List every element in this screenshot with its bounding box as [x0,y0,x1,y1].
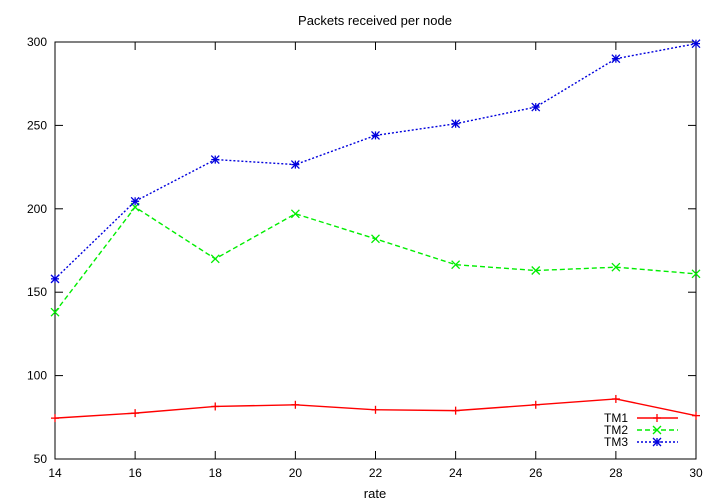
legend-label-tm2: TM2 [604,423,628,437]
x-tick-label: 14 [48,466,62,480]
plot-frame [54,41,697,460]
series-tm1-point [531,400,540,409]
y-tick-label: 100 [27,369,47,383]
chart-title: Packets received per node [298,13,452,28]
series-tm2-point [611,262,621,272]
series-tm2-point [371,234,380,244]
y-tick-label: 200 [27,202,47,216]
legend-label-tm1: TM1 [604,411,628,425]
series-tm3-point [451,119,461,129]
legend-marker-tm2 [652,425,662,435]
series-tm3-point [611,54,621,64]
series-tm1-point [131,409,140,418]
series-tm1-point [211,402,220,411]
series-layer [50,39,701,423]
series-tm2-point [50,307,60,317]
series-tm3-point [371,130,380,140]
series-tm3-point [50,274,60,284]
series-tm3-point [290,160,300,170]
legend-marker-tm1 [653,414,661,422]
series-tm1-point [51,414,59,423]
y-tick-label: 250 [27,118,47,132]
series-tm3-point [130,196,140,206]
x-tick-label: 16 [128,466,142,480]
series-tm2-point [290,209,300,219]
series-tm1-point [451,406,460,415]
series-tm3-line [54,42,697,280]
series-tm2-line [54,206,697,313]
series-tm2-point [451,260,461,270]
x-tick-label: 20 [289,466,303,480]
series-tm2-point [691,269,701,279]
series-tm3-point [210,155,220,165]
axis-ticks: 14 16 18 20 22 24 26 28 30 50 100 150 200 250 300 [27,35,703,480]
x-tick-label: 18 [209,466,223,480]
x-tick-label: 30 [689,466,703,480]
legend-label-tm3: TM3 [604,435,628,449]
series-tm1-point [611,394,620,403]
series-tm3-point [691,39,701,49]
x-axis-label: rate [364,486,386,501]
y-tick-label: 150 [27,285,47,299]
x-tick-label: 22 [369,466,383,480]
x-tick-label: 28 [609,466,623,480]
series-tm1-point [371,405,380,414]
y-tick-label: 50 [34,452,48,466]
series-tm3-point [531,102,541,112]
series-tm1-point [291,400,300,409]
legend-marker-tm3 [652,437,662,447]
series-tm2-point [210,254,220,264]
x-tick-label: 26 [529,466,543,480]
series-tm1-point [692,411,700,420]
y-tick-label: 300 [27,35,47,49]
series-tm2-point [531,266,541,275]
x-tick-label: 24 [449,466,463,480]
